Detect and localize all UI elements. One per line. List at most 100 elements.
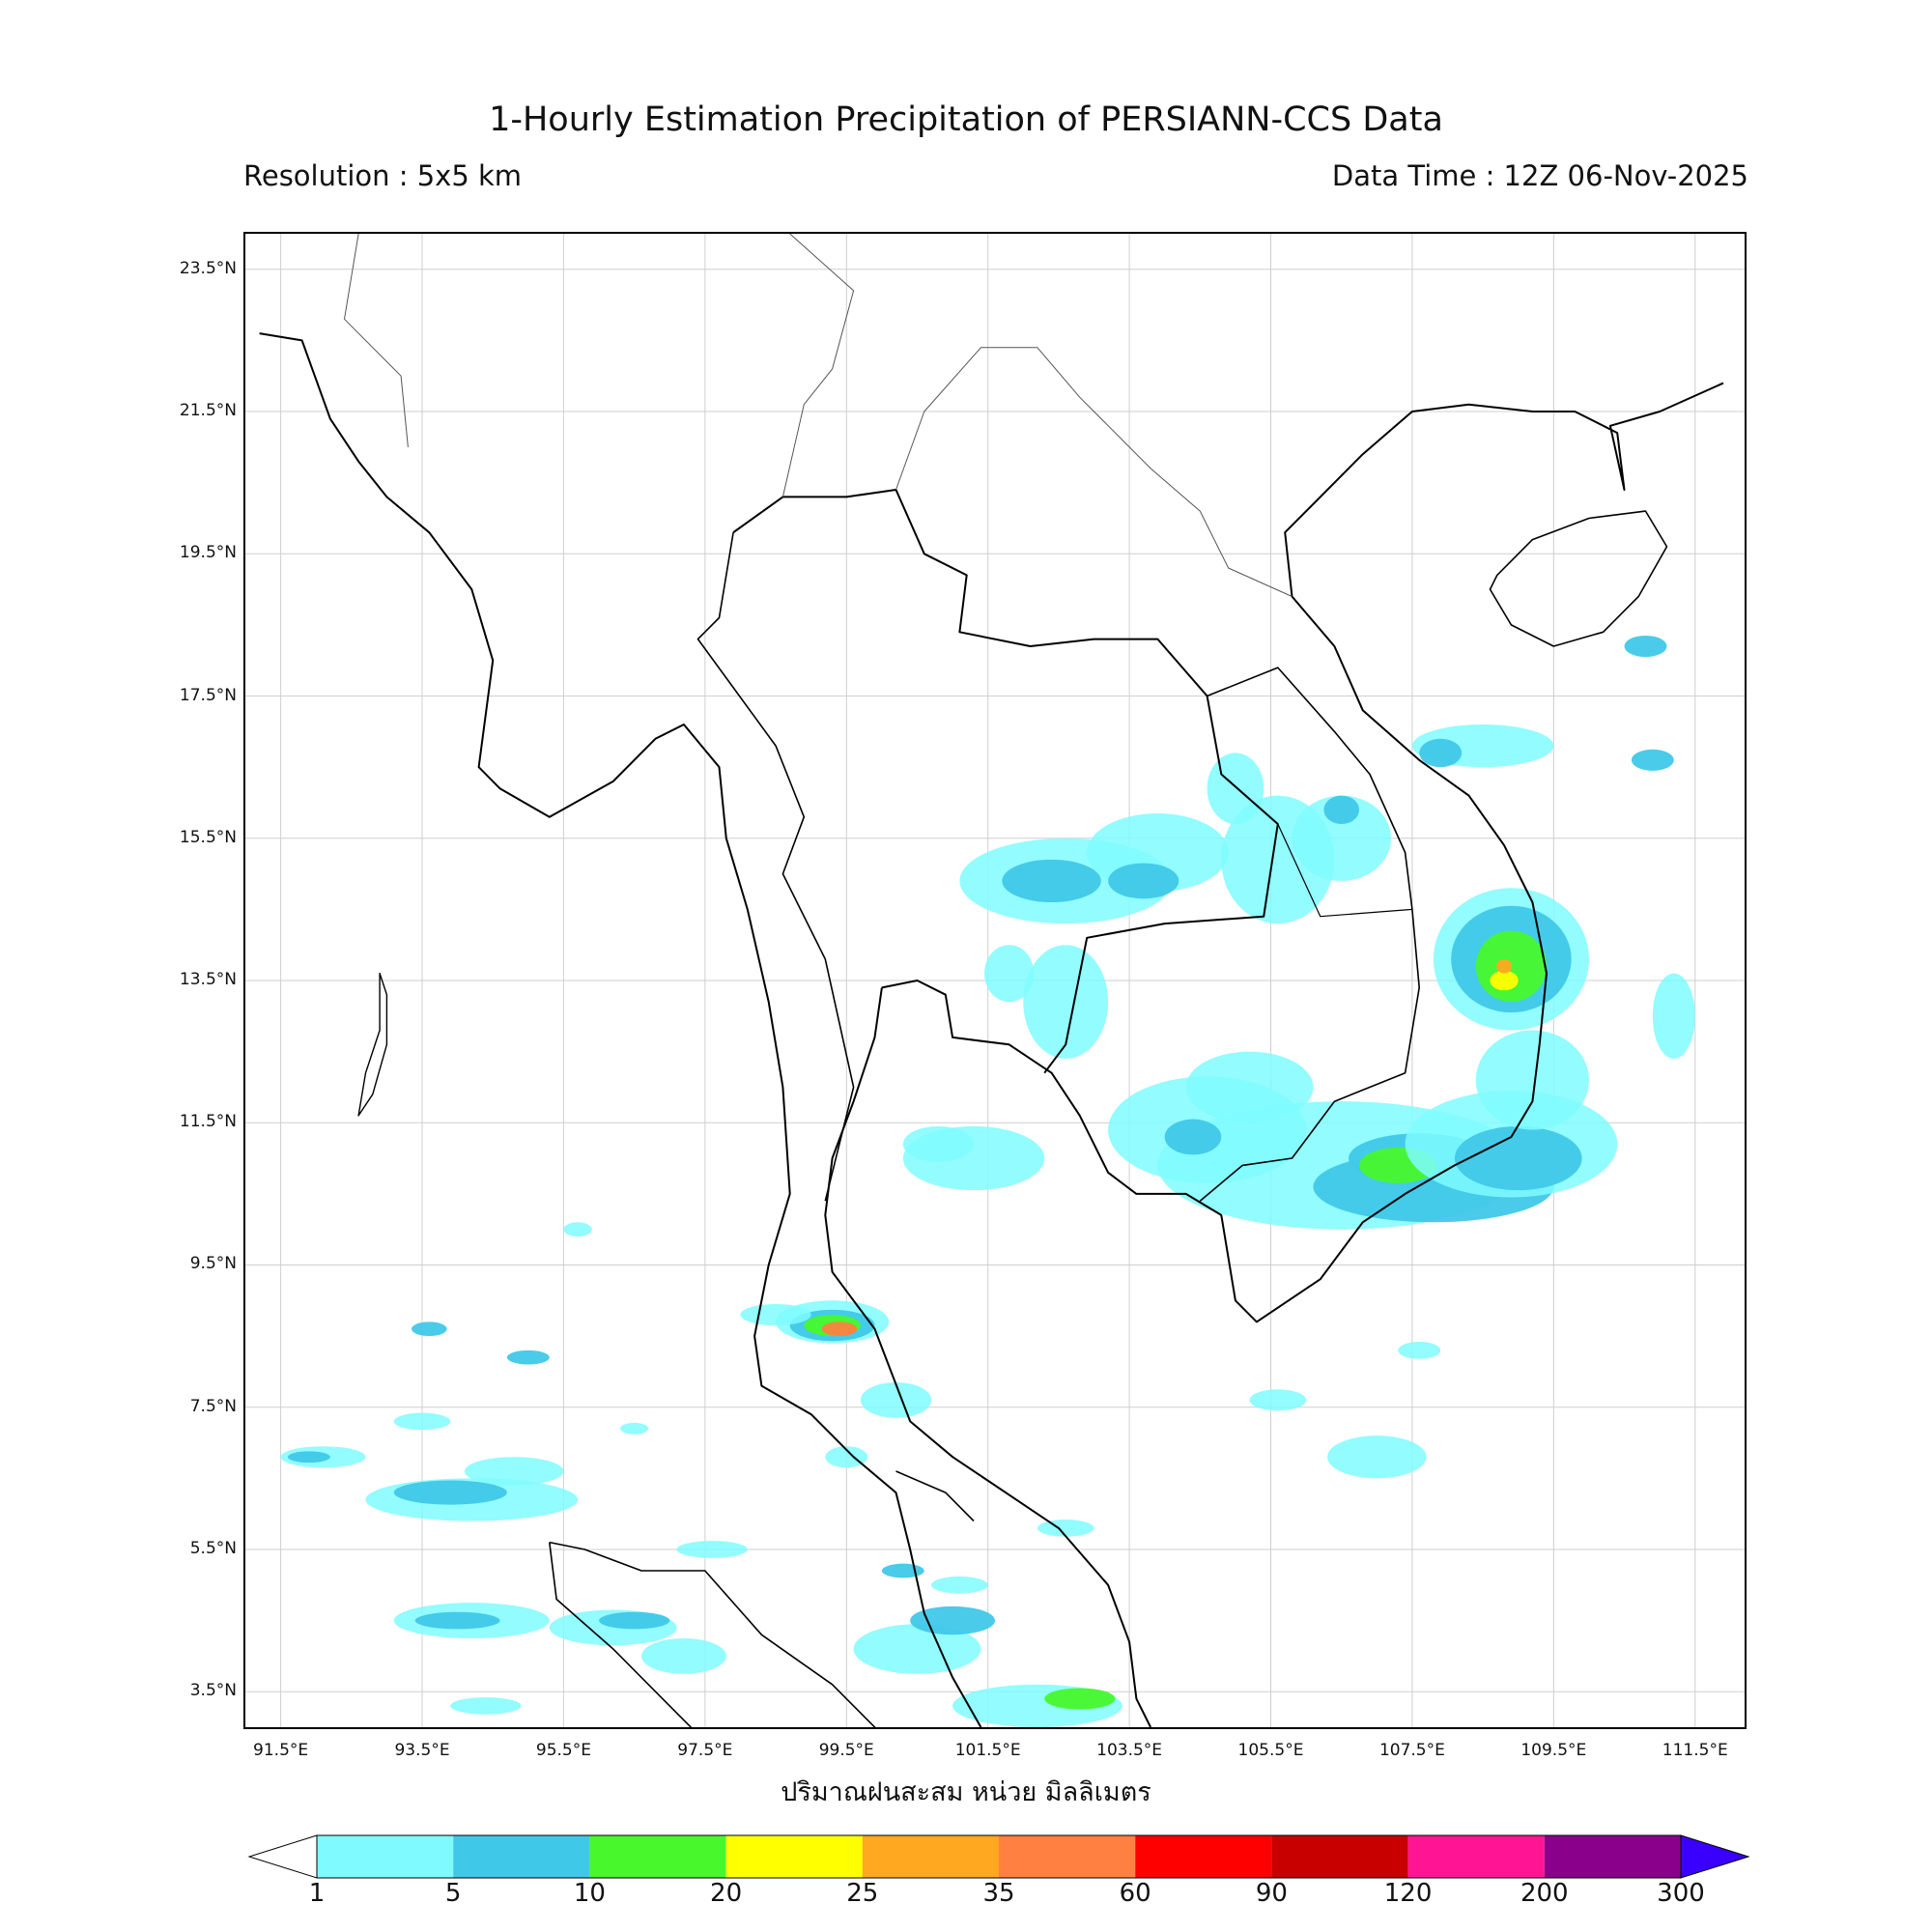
lat-tick-label: 17.5°N — [179, 685, 237, 705]
rain-cell — [1323, 795, 1360, 825]
lat-tick-label: 19.5°N — [179, 543, 237, 563]
colorbar-outline — [316, 1834, 1682, 1879]
rain-cell — [1002, 859, 1101, 903]
rain-cell — [881, 1563, 924, 1578]
lat-tick-label: 5.5°N — [189, 1538, 237, 1558]
laos-border-north — [895, 347, 1293, 597]
rain-cell — [393, 1480, 507, 1505]
rain-cell — [563, 1222, 592, 1237]
lon-tick-label: 97.5°E — [677, 1741, 733, 1760]
thailand-malaysia-border — [895, 1470, 975, 1522]
colorbar-swatch — [725, 1835, 863, 1878]
colorbar-swatch — [1407, 1835, 1545, 1878]
rain-cell — [1292, 795, 1391, 881]
colorbar-level-label: 200 — [1520, 1879, 1569, 1908]
colorbar-level-label: 25 — [846, 1879, 879, 1908]
rain-cell — [464, 1457, 564, 1486]
rain-cell — [1398, 1341, 1441, 1359]
rain-cell — [1207, 753, 1264, 825]
rain-cell — [450, 1697, 522, 1715]
colorbar-swatch — [453, 1835, 590, 1878]
lon-tick-label: 109.5°E — [1520, 1741, 1587, 1760]
rain-cell — [1652, 973, 1695, 1059]
andaman-islands — [357, 972, 388, 1117]
rain-cell — [902, 1125, 975, 1162]
rain-cell — [1327, 1435, 1427, 1479]
colorbar-level-label: 300 — [1657, 1879, 1705, 1908]
rain-cell — [1037, 1520, 1094, 1537]
colorbar-level-label: 90 — [1255, 1879, 1288, 1908]
lon-tick-label: 93.5°E — [394, 1741, 450, 1760]
rain-cell — [640, 1637, 726, 1674]
lat-tick-label: 21.5°N — [179, 401, 237, 421]
colorbar-level-label: 10 — [573, 1879, 606, 1908]
map-title: 1-Hourly Estimation Precipitation of PER… — [489, 100, 1443, 139]
lon-tick-label: 111.5°E — [1662, 1741, 1728, 1760]
colorbar-level-label: 1 — [308, 1879, 326, 1908]
colorbar-swatch — [317, 1835, 454, 1878]
gulf-west-coast — [824, 987, 1151, 1727]
lat-tick-label: 7.5°N — [189, 1396, 237, 1416]
colorbar-under-arrow — [247, 1834, 318, 1879]
rain-cell — [1185, 1051, 1314, 1123]
colorbar-level-label: 5 — [444, 1879, 462, 1908]
lon-tick-label: 95.5°E — [535, 1741, 591, 1760]
myanmar-china-border — [781, 234, 855, 497]
cambodia-laos-border — [1277, 823, 1412, 918]
rain-cell — [506, 1350, 550, 1365]
colorbar — [247, 1834, 1750, 1879]
west-coastline — [259, 332, 982, 1727]
coastlines — [259, 234, 1724, 1727]
graticule — [245, 234, 1745, 1727]
lat-tick-label: 13.5°N — [179, 970, 237, 989]
rain-cell — [599, 1611, 670, 1630]
rain-cell — [1475, 1030, 1589, 1130]
colorbar-level-label: 120 — [1383, 1879, 1433, 1908]
lon-tick-label: 103.5°E — [1096, 1741, 1163, 1760]
thailand-border-west — [696, 532, 855, 1202]
lat-tick-label: 11.5°N — [179, 1112, 237, 1132]
resolution-label: Resolution : 5x5 km — [243, 159, 523, 192]
lat-tick-label: 3.5°N — [189, 1681, 237, 1701]
rain-cell — [1496, 958, 1513, 974]
rain-cell — [1249, 1389, 1307, 1411]
rain-cell — [931, 1576, 988, 1594]
lon-tick-label: 91.5°E — [253, 1741, 309, 1760]
rain-cell — [825, 1446, 868, 1468]
lat-tick-label: 9.5°N — [189, 1254, 237, 1274]
rain-cell — [1454, 1125, 1582, 1191]
colorbar-level-label: 35 — [982, 1879, 1015, 1908]
colorbar-swatch — [999, 1835, 1136, 1878]
rain-cell — [1164, 1119, 1222, 1155]
colorbar-swatch — [1544, 1835, 1681, 1878]
colorbar-swatch — [1271, 1835, 1408, 1878]
lat-tick-label: 23.5°N — [179, 258, 237, 278]
east-coastline — [881, 382, 1724, 1323]
colorbar-level-label: 20 — [710, 1879, 743, 1908]
rain-cell — [393, 1412, 451, 1431]
rain-cell — [620, 1422, 649, 1435]
rain-overlay — [280, 635, 1695, 1727]
rain-cell — [676, 1541, 748, 1558]
colorbar-over-arrow — [1680, 1834, 1750, 1879]
rain-cell — [1631, 749, 1674, 771]
rain-cell — [1624, 635, 1667, 658]
rain-cell — [412, 1321, 447, 1337]
data-time-label: Data Time : 12Z 06-Nov-2025 — [1331, 159, 1748, 192]
colorbar-swatch — [862, 1835, 999, 1878]
lon-tick-label: 107.5°E — [1378, 1741, 1445, 1760]
colorbar-swatch — [1135, 1835, 1272, 1878]
rain-cell — [821, 1321, 858, 1337]
colorbar-level-label: 60 — [1119, 1879, 1151, 1908]
unit-label: ปริมาณฝนสะสม หน่วย มิลลิเมตร — [781, 1777, 1151, 1807]
rain-cell — [287, 1451, 330, 1463]
rain-cell — [984, 945, 1035, 1003]
lon-tick-label: 101.5°E — [954, 1741, 1021, 1760]
rain-cell — [1490, 970, 1519, 991]
myanmar-india-border — [344, 234, 409, 447]
lon-tick-label: 105.5°E — [1237, 1741, 1304, 1760]
rain-cell — [414, 1611, 500, 1630]
thailand-border-east — [732, 489, 1279, 1074]
colorbar-swatch — [589, 1835, 726, 1878]
